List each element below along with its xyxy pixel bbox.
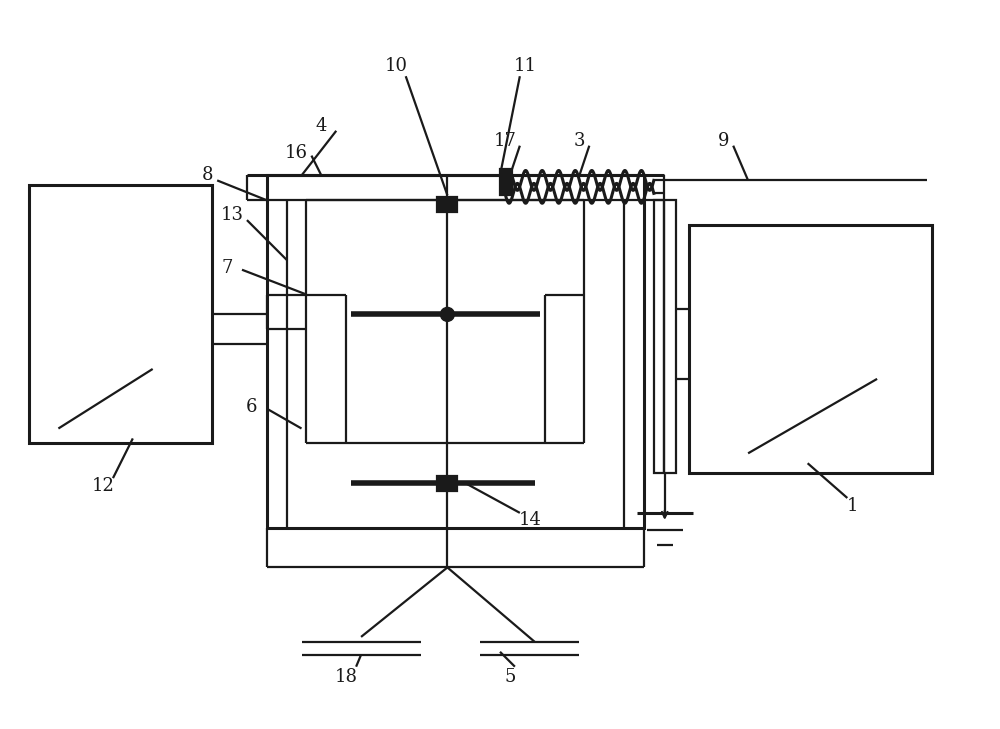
Text: 18: 18 (335, 668, 358, 685)
Text: 10: 10 (384, 58, 407, 75)
Text: 12: 12 (92, 477, 114, 495)
Text: 16: 16 (285, 144, 308, 162)
Text: 6: 6 (246, 398, 258, 416)
Text: 1: 1 (847, 497, 858, 515)
Text: 9: 9 (718, 132, 729, 149)
Text: 13: 13 (221, 206, 244, 224)
Text: 8: 8 (201, 166, 213, 184)
Text: 4: 4 (316, 117, 327, 135)
Circle shape (440, 308, 454, 321)
Bar (267, 176, 644, 528)
Text: 3: 3 (574, 132, 585, 149)
Text: 14: 14 (518, 511, 541, 529)
Text: 5: 5 (504, 668, 516, 685)
Text: 7: 7 (221, 259, 233, 277)
Text: 17: 17 (494, 132, 516, 149)
Text: 11: 11 (513, 58, 536, 75)
Bar (29, 185, 212, 443)
Bar (437, 198, 457, 212)
Bar (437, 476, 457, 491)
Bar (500, 170, 512, 195)
Bar (689, 225, 932, 473)
Bar (654, 200, 676, 473)
